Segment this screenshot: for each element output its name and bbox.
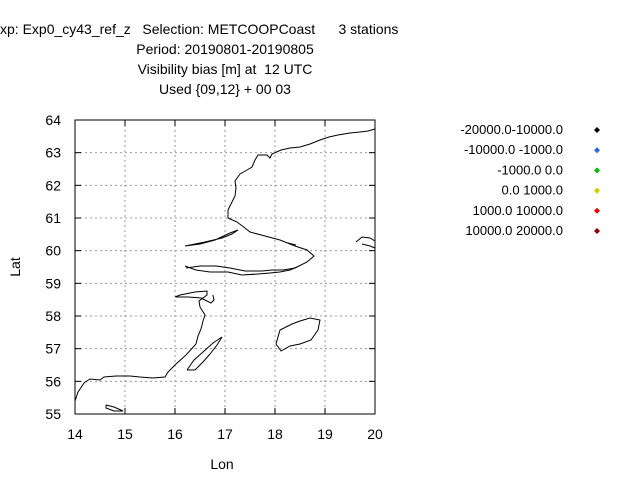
legend-entry-label: 0.0 1000.0 [502,183,563,198]
x-axis-label: Lon [210,456,233,472]
y-axis-label: Lat [7,257,23,277]
y-tick-label: 57 [45,341,61,357]
title-line-3: Visibility bias [m] at 12 UTC [137,61,313,77]
legend-entry-label: 1000.0 10000.0 [473,203,563,218]
y-tick-label: 56 [45,373,61,389]
x-tick-label: 19 [317,426,333,442]
legend-marker-icon [594,187,600,194]
y-tick-label: 55 [45,406,61,422]
legend-entry-label: 10000.0 20000.0 [465,223,563,238]
y-tick-label: 62 [45,177,61,193]
y-tick-label: 58 [45,308,61,324]
legend-marker-icon [594,127,600,133]
title-line-2: Period: 20190801-20190805 [136,41,314,57]
title-line-1: xp: Exp0_cy43_ref_z Selection: METCOOPCo… [0,21,399,37]
legend-marker-icon [594,147,600,154]
y-tick-label: 61 [45,210,61,226]
title-line-4: Used {09,12} + 00 03 [159,81,291,97]
x-tick-label: 17 [217,426,233,442]
legend-entry-label: -20000.0-10000.0 [460,122,563,137]
legend-entry-label: -1000.0 0.0 [497,162,563,177]
y-tick-label: 59 [45,275,61,291]
legend: -20000.0-10000.0 -10000.0 -1000.0 -1000.0 … [460,122,600,238]
coastline-map [74,128,376,412]
y-tick-label: 63 [45,145,61,161]
x-tick-label: 16 [167,426,183,442]
x-tick-label: 15 [117,426,133,442]
x-tick-label: 18 [267,426,283,442]
y-tick-label: 64 [45,112,61,128]
legend-marker-icon [594,228,600,234]
y-tick-label: 60 [45,243,61,259]
legend-marker-icon [594,167,600,174]
x-tick-label: 14 [67,426,83,442]
legend-marker-icon [594,207,600,214]
x-tick-label: 20 [367,426,383,442]
legend-entry-label: -10000.0 -1000.0 [464,142,563,157]
